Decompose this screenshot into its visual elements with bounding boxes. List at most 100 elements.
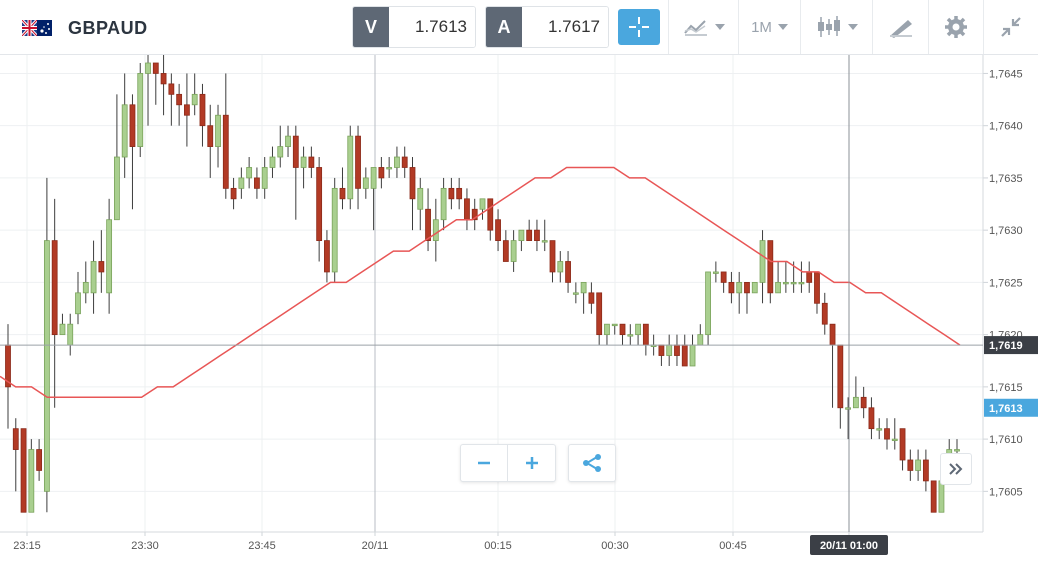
candle-body: [168, 83, 175, 95]
candle-body: [222, 114, 229, 189]
candle-body: [549, 240, 556, 273]
candle-body: [814, 271, 820, 304]
candle-body: [432, 219, 439, 242]
candle-body: [51, 240, 58, 336]
share-button[interactable]: [568, 444, 616, 482]
settings-button[interactable]: [928, 0, 983, 54]
candle-body: [658, 344, 665, 356]
candle-body: [954, 449, 960, 452]
price-chart[interactable]: 1,7645 1,7640 1,7635 1,7630 1,7625 1,7620 1,76…: [0, 52, 1038, 558]
collapse-icon: [1001, 17, 1021, 37]
candle-body: [938, 480, 945, 513]
candle-body: [502, 240, 509, 262]
candle-body: [176, 93, 183, 106]
candle-body: [689, 344, 696, 367]
candle-body: [876, 428, 883, 431]
candle-body: [635, 323, 641, 336]
candlestick-icon: [817, 16, 840, 37]
candle-body: [487, 198, 494, 231]
candle-body: [362, 177, 369, 189]
candle-body: [705, 271, 711, 336]
scroll-to-latest-button[interactable]: [940, 453, 972, 485]
candle-style-button[interactable]: [800, 0, 872, 54]
x-tick-label: 23:30: [131, 540, 159, 552]
candle-body: [152, 62, 159, 74]
candle-body: [355, 135, 361, 189]
candlestick-chart[interactable]: 1,76451,76401,76351,76301,76251,76201,76…: [0, 52, 1038, 558]
candle-body: [425, 208, 431, 242]
candle-body: [767, 240, 774, 294]
candle-body: [930, 480, 937, 513]
chevron-down-icon: [847, 24, 858, 30]
candle-body: [868, 407, 875, 430]
candle-body: [207, 125, 214, 147]
y-tick-label: 1,7635: [989, 173, 1023, 185]
candle-body: [860, 396, 867, 409]
candle-body: [627, 334, 634, 337]
candle-body: [106, 219, 113, 294]
candle-body: [588, 292, 595, 304]
candle-body: [98, 261, 105, 273]
symbol-selector[interactable]: GBPAUD: [22, 16, 148, 40]
candle-body: [191, 93, 198, 106]
candle-body: [184, 104, 190, 116]
timeframe-label: 1M: [751, 18, 772, 36]
candle-body: [720, 271, 727, 283]
candle-body: [114, 156, 120, 221]
candle-body: [238, 177, 245, 189]
candle-body: [837, 344, 844, 409]
candle-body: [82, 281, 89, 294]
candle-body: [67, 323, 74, 346]
candle-body: [394, 156, 400, 168]
candle-body: [401, 156, 408, 168]
candle-body: [386, 167, 393, 170]
candle-body: [534, 229, 540, 242]
candle-body: [370, 167, 377, 189]
candle-body: [806, 271, 813, 283]
candle-body: [339, 187, 346, 200]
candle-body: [829, 323, 836, 346]
bid-value: 1.7613: [389, 7, 475, 47]
candle-body: [160, 73, 167, 85]
candle-body: [751, 281, 758, 294]
candle-body: [440, 187, 447, 221]
candle-body: [246, 167, 253, 179]
candle-body: [254, 177, 260, 189]
gear-icon: [945, 16, 967, 38]
candle-body: [565, 261, 571, 283]
ask-price-button[interactable]: A 1.7617: [485, 6, 609, 48]
crosshair-button[interactable]: [618, 9, 660, 45]
candle-body: [20, 428, 27, 513]
y-tick-label: 1,7645: [989, 68, 1023, 80]
candle-body: [604, 323, 610, 336]
candle-body: [471, 208, 478, 221]
candle-body: [495, 219, 501, 242]
collapse-button[interactable]: [983, 0, 1038, 54]
uk-australia-flag-icon: [22, 20, 52, 36]
bid-price-button[interactable]: V 1.7613: [352, 6, 476, 48]
y-tick-label: 1,7610: [989, 434, 1023, 446]
x-tick-label: 00:45: [719, 540, 747, 552]
candle-body: [541, 240, 548, 243]
chart-type-button[interactable]: [668, 0, 738, 54]
candle-body: [409, 167, 416, 200]
x-tick-label: 00:15: [484, 540, 512, 552]
chevron-down-icon: [777, 24, 788, 30]
crosshair-time-label: 20/11 01:00: [820, 540, 878, 552]
crosshair-icon: [629, 17, 649, 37]
candle-body: [324, 240, 330, 273]
candle-body: [845, 407, 851, 410]
candle-body: [292, 135, 299, 168]
timeframe-selector[interactable]: 1M: [738, 0, 800, 54]
drawing-tools-button[interactable]: [872, 0, 928, 54]
zoom-in-button[interactable]: [508, 445, 555, 481]
moving-average-line: [0, 166, 961, 399]
crosshair-price-tag: [984, 336, 1038, 355]
candle-body: [821, 302, 828, 325]
zoom-out-button[interactable]: [461, 445, 509, 481]
candle-body: [464, 198, 470, 221]
plus-icon: [525, 457, 538, 469]
zoom-controls: [460, 444, 556, 482]
candle-body: [697, 334, 704, 346]
candle-body: [378, 167, 385, 179]
